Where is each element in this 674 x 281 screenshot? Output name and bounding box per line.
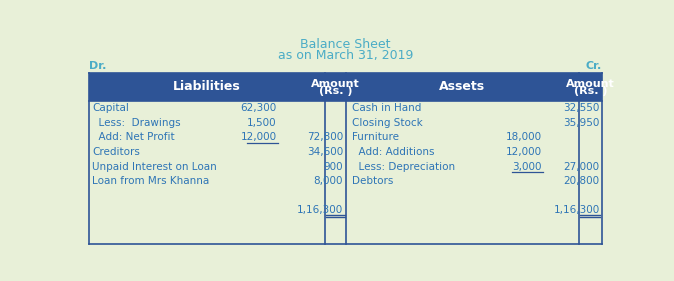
Text: as on March 31, 2019: as on March 31, 2019 xyxy=(278,49,413,62)
Text: 1,16,300: 1,16,300 xyxy=(553,205,600,216)
Text: 3,000: 3,000 xyxy=(512,162,541,171)
Text: 35,950: 35,950 xyxy=(563,118,600,128)
Text: 32,550: 32,550 xyxy=(563,103,600,113)
Text: Capital: Capital xyxy=(92,103,129,113)
Text: Unpaid Interest on Loan: Unpaid Interest on Loan xyxy=(92,162,217,171)
Text: Assets: Assets xyxy=(439,80,485,92)
Text: Amount: Amount xyxy=(566,79,615,89)
Text: Less:  Drawings: Less: Drawings xyxy=(92,118,181,128)
Text: 62,300: 62,300 xyxy=(240,103,276,113)
Text: Closing Stock: Closing Stock xyxy=(352,118,423,128)
Text: Add: Additions: Add: Additions xyxy=(352,147,434,157)
Text: 34,600: 34,600 xyxy=(307,147,343,157)
Text: 12,000: 12,000 xyxy=(506,147,541,157)
Text: 72,800: 72,800 xyxy=(307,132,343,142)
Bar xyxy=(324,73,346,101)
Text: Loan from Mrs Khanna: Loan from Mrs Khanna xyxy=(92,176,209,186)
Text: Creditors: Creditors xyxy=(92,147,140,157)
Text: 27,000: 27,000 xyxy=(563,162,600,171)
Text: Amount: Amount xyxy=(311,79,360,89)
Text: 1,16,300: 1,16,300 xyxy=(297,205,343,216)
Text: (Rs. ): (Rs. ) xyxy=(574,87,607,96)
Text: 8,000: 8,000 xyxy=(313,176,343,186)
Text: Less: Depreciation: Less: Depreciation xyxy=(352,162,455,171)
Text: Debtors: Debtors xyxy=(352,176,393,186)
Text: Furniture: Furniture xyxy=(352,132,398,142)
Text: 18,000: 18,000 xyxy=(506,132,541,142)
Bar xyxy=(89,73,324,101)
Text: Liabilities: Liabilities xyxy=(173,80,241,92)
Text: 12,000: 12,000 xyxy=(241,132,276,142)
Text: 900: 900 xyxy=(324,162,343,171)
Text: 1,500: 1,500 xyxy=(247,118,276,128)
Text: Balance Sheet: Balance Sheet xyxy=(300,38,391,51)
Text: Cash in Hand: Cash in Hand xyxy=(352,103,421,113)
Bar xyxy=(346,73,579,101)
Text: Dr.: Dr. xyxy=(89,61,106,71)
Text: Add: Net Profit: Add: Net Profit xyxy=(92,132,175,142)
Text: 20,800: 20,800 xyxy=(563,176,600,186)
Bar xyxy=(579,73,602,101)
Text: Cr.: Cr. xyxy=(586,61,602,71)
Text: (Rs. ): (Rs. ) xyxy=(319,87,352,96)
